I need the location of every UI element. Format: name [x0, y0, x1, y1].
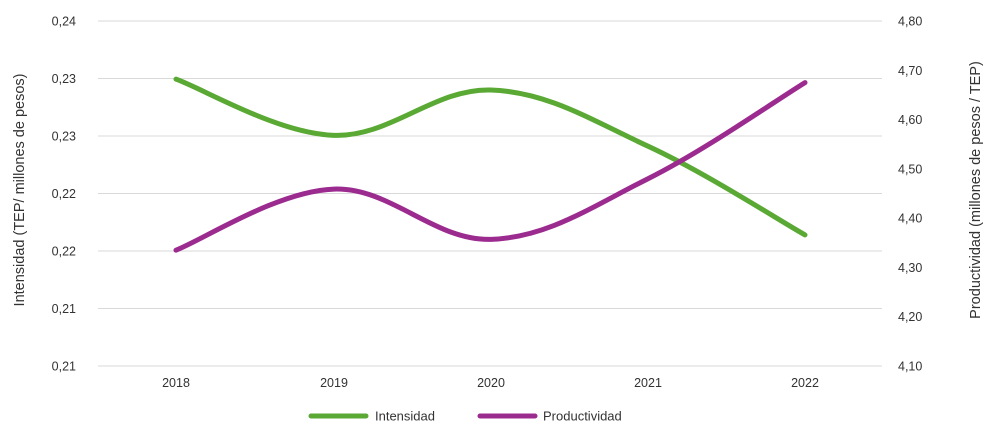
right-tick-label: 4,70 — [898, 64, 922, 78]
series-line-intensidad — [173, 76, 808, 238]
grid-lines — [98, 20, 882, 367]
left-tick-label: 0,24 — [52, 15, 76, 29]
legend: Intensidad Productividad — [308, 409, 622, 424]
series-lines — [173, 76, 808, 253]
left-tick-label: 0,22 — [52, 187, 76, 201]
right-tick-label: 4,40 — [898, 212, 922, 226]
legend-label-productividad: Productividad — [543, 409, 622, 424]
right-axis-ticks: 4,10 4,20 4,30 4,40 4,50 4,60 4,70 4,80 — [898, 15, 922, 374]
series-line-productividad — [173, 80, 808, 253]
x-tick-label: 2018 — [162, 376, 190, 390]
right-tick-label: 4,10 — [898, 360, 922, 374]
left-tick-label: 0,21 — [52, 360, 76, 374]
x-tick-label: 2022 — [791, 376, 819, 390]
left-axis-title: Intensidad (TEP/ millones de pesos) — [12, 74, 28, 307]
x-tick-label: 2021 — [634, 376, 662, 390]
right-axis-title: Productividad (millones de pesos / TEP) — [968, 61, 984, 319]
left-axis-ticks: 0,21 0,21 0,22 0,22 0,23 0,23 0,24 — [52, 15, 76, 374]
left-tick-label: 0,22 — [52, 245, 76, 259]
right-tick-label: 4,30 — [898, 261, 922, 275]
x-tick-label: 2020 — [477, 376, 505, 390]
x-axis-ticks: 2018 2019 2020 2021 2022 — [162, 376, 819, 390]
right-tick-label: 4,60 — [898, 113, 922, 127]
left-tick-label: 0,23 — [52, 130, 76, 144]
right-tick-label: 4,20 — [898, 310, 922, 324]
right-tick-label: 4,80 — [898, 15, 922, 29]
left-tick-label: 0,21 — [52, 302, 76, 316]
legend-label-intensidad: Intensidad — [375, 409, 435, 424]
left-tick-label: 0,23 — [52, 72, 76, 86]
right-tick-label: 4,50 — [898, 162, 922, 176]
x-tick-label: 2019 — [320, 376, 348, 390]
